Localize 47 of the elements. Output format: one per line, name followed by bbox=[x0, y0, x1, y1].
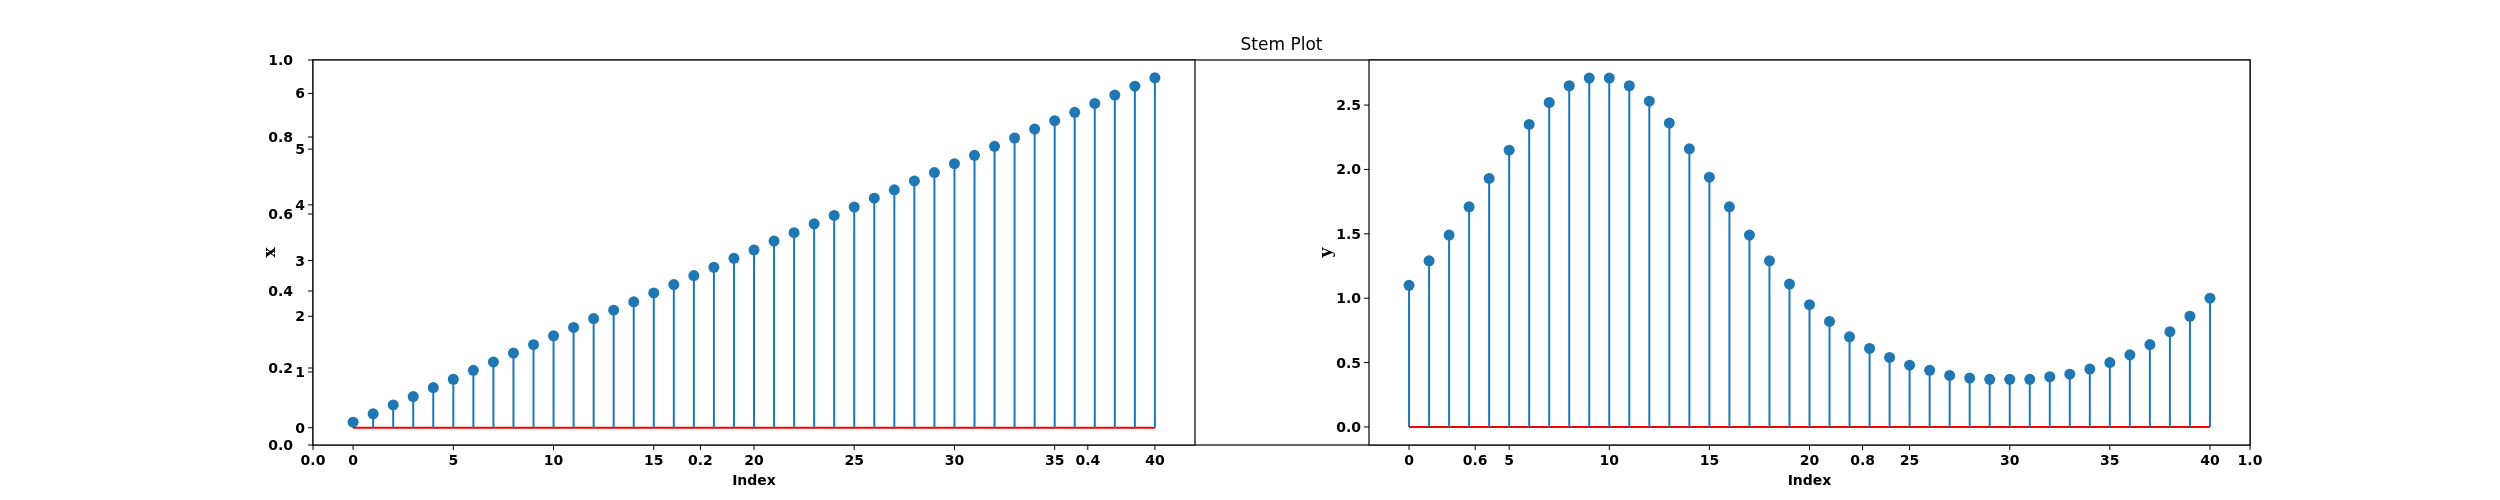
y-tick-label: 1.0 bbox=[268, 52, 294, 68]
y-tick-label: 1 bbox=[295, 364, 305, 381]
y-tick-label: 1.0 bbox=[1336, 290, 1362, 307]
x-tick-label: 30 bbox=[1999, 452, 2020, 468]
y-tick-label: 2.0 bbox=[1336, 161, 1362, 178]
y-tick-label: 0.4 bbox=[268, 283, 294, 299]
y-tick-label: 0.5 bbox=[1336, 354, 1361, 371]
y-axis-title: x bbox=[259, 246, 279, 258]
y-tick-label: 0.8 bbox=[268, 129, 293, 145]
x-tick-label: 1.0 bbox=[2237, 452, 2263, 468]
y-tick-label: 1.5 bbox=[1336, 225, 1361, 242]
x-tick-label: 20 bbox=[1799, 452, 1820, 468]
x-axis-title: Index bbox=[732, 472, 776, 488]
x-tick-label: 0 bbox=[1404, 452, 1415, 468]
chart-title: Stem Plot bbox=[1240, 34, 1323, 54]
y-tick-label: 0.2 bbox=[268, 360, 293, 376]
x-tick-label: 35 bbox=[2100, 452, 2120, 468]
x-tick-label: 30 bbox=[944, 452, 965, 468]
x-tick-label: 25 bbox=[1899, 452, 1920, 468]
x-tick-label: 10 bbox=[1599, 452, 1620, 468]
x-tick-label: 5 bbox=[1504, 452, 1515, 468]
y-tick-label: 2 bbox=[295, 308, 305, 325]
x-tick-label: 40 bbox=[1145, 452, 1165, 468]
x-tick-label: 25 bbox=[844, 452, 864, 468]
y-tick-label: 2.5 bbox=[1336, 97, 1361, 114]
x-tick-label: 0.2 bbox=[687, 452, 713, 468]
x-tick-label: 35 bbox=[1044, 452, 1065, 468]
y-axis-title: y bbox=[1315, 246, 1335, 259]
y-tick-label: 5 bbox=[295, 141, 305, 158]
y-tick-label: 0.0 bbox=[268, 437, 294, 453]
x-tick-label: 0.4 bbox=[1075, 452, 1101, 468]
x-axis-title: Index bbox=[1787, 472, 1832, 488]
y-tick-label: 0.6 bbox=[268, 206, 293, 222]
y-tick-label: 0 bbox=[295, 419, 306, 436]
y-tick-label: 0.0 bbox=[1336, 418, 1362, 435]
x-tick-label: 40 bbox=[2200, 452, 2220, 468]
x-tick-label: 0.6 bbox=[1462, 452, 1488, 468]
x-tick-label: 0.8 bbox=[1850, 452, 1876, 468]
y-tick-label: 6 bbox=[295, 85, 305, 102]
x-tick-label: 10 bbox=[543, 452, 564, 468]
x-tick-label: 20 bbox=[744, 452, 764, 468]
x-tick-label: 0 bbox=[348, 452, 359, 468]
x-tick-label: 15 bbox=[644, 452, 664, 468]
y-tick-label: 3 bbox=[295, 252, 305, 269]
y-tick-label: 4 bbox=[295, 196, 306, 213]
x-tick-label: 15 bbox=[1699, 452, 1720, 468]
x-tick-label: 5 bbox=[448, 452, 459, 468]
